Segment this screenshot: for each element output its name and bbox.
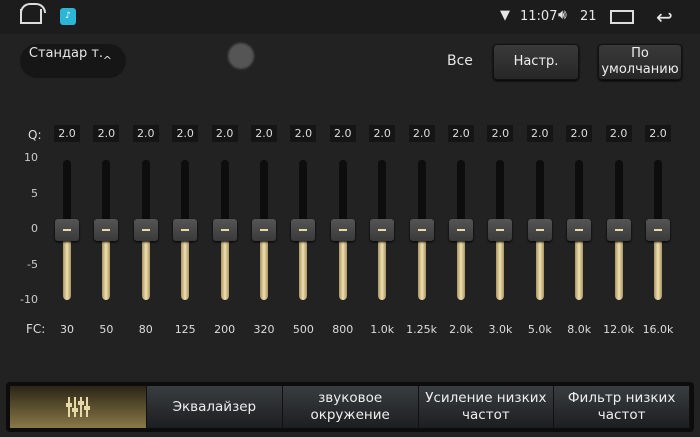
indicator-dot [228,43,254,69]
slider-fill [102,230,111,300]
slider-knob[interactable] [291,219,316,241]
q-value[interactable]: 2.0 [526,125,553,142]
tab-low-pass-filter[interactable]: Фильтр низких частот [554,386,690,428]
chevron-up-icon: ^ [102,54,112,67]
fc-label: FC: [26,322,46,336]
slider-fill [654,230,662,300]
slider-fill [457,230,465,300]
fc-value: 8.0k [567,323,592,336]
slider-knob[interactable] [330,219,355,241]
volume-level: 21 [580,9,597,24]
fc-value: 1.25k [406,323,438,336]
preset-label: Стандар т. [28,46,104,61]
clock: 11:07 [520,9,558,24]
q-value[interactable]: 2.0 [132,125,159,142]
slider-knob[interactable] [94,219,119,241]
scale-tick: -10 [20,293,38,306]
slider-knob[interactable] [527,219,552,241]
fc-value: 1.0k [370,323,395,336]
slider-knob[interactable] [449,219,473,241]
q-value[interactable]: 2.0 [211,125,238,142]
tab-sliders[interactable] [10,386,147,428]
slider-knob[interactable] [252,219,276,241]
slider-fill [614,230,623,300]
q-value[interactable]: 2.0 [605,125,632,142]
q-value[interactable]: 2.0 [251,125,277,142]
slider-knob[interactable] [606,219,631,241]
fc-value: 30 [60,323,74,336]
fc-value: 50 [99,323,114,336]
slider-fill [260,230,268,300]
fc-value: 500 [292,323,314,336]
q-value[interactable]: 2.0 [172,125,199,142]
fc-value: 16.0k [642,323,674,336]
equalizer-app-icon[interactable]: ♪ [60,8,76,25]
q-label: Q: [28,128,42,142]
slider-fill [575,230,584,300]
tab-surround[interactable]: звуковое окружение [282,386,419,428]
slider-knob[interactable] [567,219,592,241]
recent-apps-icon[interactable] [610,10,634,24]
home-icon[interactable] [20,3,46,24]
scale-tick: -5 [27,257,38,271]
slider-fill [299,230,308,300]
slider-knob[interactable] [173,219,198,241]
bottom-tabs: Эквалайзер звуковое окружение Усиление н… [6,382,694,432]
fc-value: 3.0k [488,323,513,336]
slider-knob[interactable] [212,219,237,241]
q-value[interactable]: 2.0 [645,125,671,142]
scale-tick: 5 [31,186,38,200]
fc-value: 200 [214,323,236,336]
q-value[interactable]: 2.0 [408,125,435,142]
volume-icon[interactable]: 🔊︎ [558,7,567,23]
fc-value: 80 [138,323,153,336]
settings-button[interactable]: Настр. [493,44,579,80]
q-value[interactable]: 2.0 [487,125,514,142]
slider-knob[interactable] [133,219,158,241]
slider-fill [496,230,505,300]
tab-equalizer[interactable]: Эквалайзер [147,386,283,428]
slider-fill [181,230,190,300]
q-value[interactable]: 2.0 [290,125,317,142]
slider-fill [63,230,71,300]
slider-knob[interactable] [409,219,434,241]
all-label[interactable]: Все [447,53,473,69]
q-value[interactable]: 2.0 [448,125,474,142]
fc-value: 2.0k [449,323,473,336]
slider-knob[interactable] [488,219,513,241]
q-value[interactable]: 2.0 [93,125,120,142]
q-value[interactable]: 2.0 [566,125,593,142]
sliders-icon [66,397,90,417]
scale-tick: 10 [24,151,38,164]
q-value[interactable]: 2.0 [54,125,80,142]
status-bar: ♪ ▼ 11:07 🔊︎ 21 ↩ [0,0,700,34]
q-value[interactable]: 2.0 [369,125,396,142]
scale-tick: 0 [31,222,38,235]
slider-knob[interactable] [55,219,79,241]
wifi-icon: ▼ [500,8,510,23]
default-button[interactable]: По умолчанию [598,44,682,80]
slider-fill [338,230,347,300]
slider-fill [417,230,426,300]
q-value[interactable]: 2.0 [329,125,356,142]
slider-fill [535,230,544,300]
fc-value: 5.0k [527,323,552,336]
slider-fill [378,230,387,300]
slider-fill [220,230,229,300]
slider-fill [141,230,150,300]
fc-value: 12.0k [603,323,635,336]
back-icon[interactable]: ↩ [656,5,673,29]
slider-knob[interactable] [646,219,670,241]
tab-bass-boost[interactable]: Усиление низких частот [418,386,555,428]
fc-value: 320 [253,323,275,336]
fc-value: 800 [332,323,354,336]
fc-value: 125 [174,323,196,336]
slider-knob[interactable] [370,219,395,241]
preset-dropdown[interactable]: Стандар т. ^ [20,44,126,78]
